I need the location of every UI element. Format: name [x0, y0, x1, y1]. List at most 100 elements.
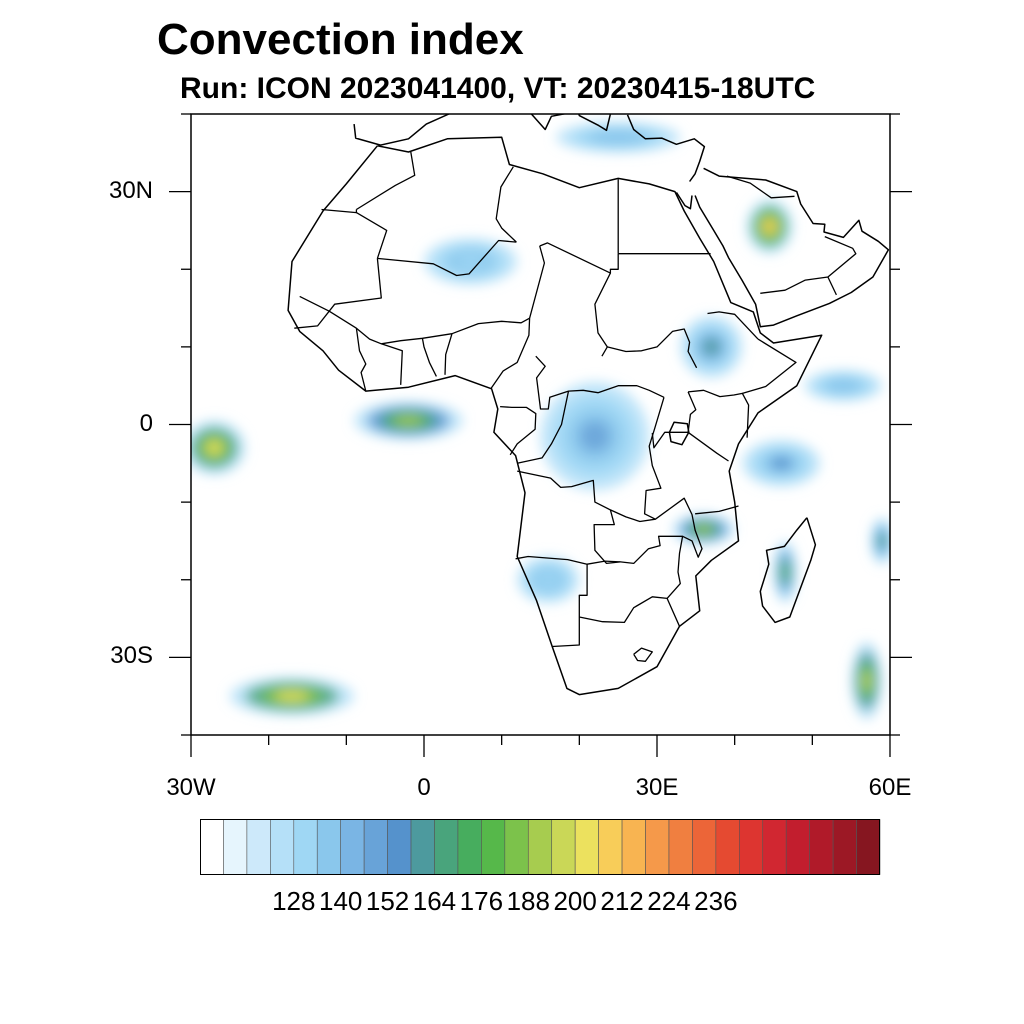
coastline-europe-coast — [353, 114, 613, 146]
chart-title: Convection index — [157, 15, 524, 64]
lat-label: 30N — [108, 176, 153, 204]
border-congo-drc — [517, 390, 570, 464]
colorbar-cell — [739, 819, 764, 875]
coastline-africa-coast — [287, 136, 823, 696]
colorbar-cell — [785, 819, 810, 875]
border-libya-sudan-chad — [539, 242, 619, 274]
colorbar-label: 176 — [459, 886, 504, 916]
border-mauritania-north — [356, 212, 388, 259]
border-mali-algeria — [377, 239, 517, 277]
border-west-africa-1 — [328, 310, 453, 345]
colorbar-cell — [856, 819, 881, 875]
colorbar-label: 164 — [412, 886, 457, 916]
convection-area-mozambique-channel — [870, 517, 890, 565]
coastline-red-sea-sinai — [675, 191, 693, 210]
colorbar-cell — [363, 819, 388, 875]
border-angola-namibia — [515, 555, 621, 565]
colorbar-cell — [551, 819, 576, 875]
convection-area-east-indian-ocean — [742, 440, 821, 487]
colorbar-cell — [293, 819, 318, 875]
convection-area-madagascar — [773, 540, 797, 604]
colorbar-cell — [246, 819, 271, 875]
colorbar-cell — [645, 819, 670, 875]
colorbar-cell — [223, 819, 248, 875]
border-ethiopia-eritrea — [707, 311, 759, 340]
border-sudan-southsudan — [607, 328, 698, 369]
colorbar-cell — [574, 819, 599, 875]
border-kenya-east — [688, 389, 750, 438]
colorbar-cell — [316, 819, 341, 875]
convection-area-east-indian-ocean-south — [851, 641, 883, 720]
colorbar-cell — [692, 819, 717, 875]
coastline-lake-victoria — [668, 421, 690, 446]
border-yemen-oman — [827, 276, 837, 296]
colorbar-cell — [832, 819, 857, 875]
colorbar-label: 188 — [506, 886, 550, 916]
convection-area-gulf-of-guinea — [354, 401, 463, 441]
border-ethiopia-somalia — [742, 338, 797, 395]
border-zimbabwe-zambia-moz — [620, 535, 684, 599]
border-niger-chad — [528, 245, 546, 319]
lat-label: 0 — [139, 409, 153, 437]
border-ghana-togo-benin — [421, 338, 437, 377]
border-iraq-saudi — [726, 175, 795, 199]
border-benin-nigeria — [444, 333, 453, 375]
colorbar-cell — [434, 819, 459, 875]
colorbar-cell — [340, 819, 365, 875]
border-drc-angola — [517, 470, 621, 565]
coastline-layer — [287, 114, 890, 696]
colorbar-cell — [598, 819, 623, 875]
border-west-africa-2 — [355, 328, 367, 392]
convection-area-south-atlantic-front — [229, 676, 355, 716]
border-namibia-botswana-sa — [552, 564, 588, 648]
colorbar-cell — [504, 819, 529, 875]
convection-area-congo-basin — [540, 381, 650, 491]
convection-area-southern-angola — [517, 556, 580, 604]
colorbar-cell — [762, 819, 787, 875]
colorbar-label: 152 — [365, 886, 410, 916]
convection-area-mediterranean — [556, 121, 681, 153]
colorbar-label: 128 — [272, 886, 316, 916]
border-botswana-sa-zim — [579, 596, 681, 627]
colorbar-cell — [715, 819, 740, 875]
convection-area-ethiopia — [680, 315, 743, 378]
colorbar-label: 200 — [553, 886, 597, 916]
colorbar-cell — [809, 819, 834, 875]
border-sa-lesotho — [633, 647, 653, 662]
colorbar-label: 224 — [647, 886, 691, 916]
lat-label: 30S — [110, 642, 153, 670]
coastline-madagascar-coast — [759, 517, 817, 624]
colorbar-cell — [410, 819, 435, 875]
border-layer — [294, 151, 857, 662]
axis-ticks — [169, 113, 912, 757]
border-uganda-kenya — [687, 391, 697, 433]
colorbar-label: 236 — [694, 886, 738, 916]
border-algeria-libya — [495, 166, 517, 243]
colorbar-cell — [270, 819, 295, 875]
colorbar-cell — [668, 819, 693, 875]
colorbar-cell — [527, 819, 553, 875]
colorbar-cell — [457, 819, 482, 875]
lon-label: 0 — [417, 774, 431, 801]
colorbar — [200, 819, 881, 875]
convection-area-west-sahara — [424, 238, 518, 285]
coastline-arabia-coast — [694, 167, 890, 328]
colorbar-cell — [621, 819, 646, 875]
convection-area-central-atlantic — [191, 420, 246, 475]
lon-label: 60E — [868, 774, 912, 801]
border-tanzania-moz — [695, 505, 739, 515]
colorbar-cell — [481, 819, 506, 875]
border-gabon-congo — [500, 405, 537, 456]
border-western-sahara — [321, 208, 358, 214]
border-west-africa-3 — [381, 343, 403, 385]
border-chad-sudan — [594, 272, 611, 357]
colorbar-label: 140 — [318, 886, 363, 916]
convection-field-layer — [191, 121, 890, 720]
convection-area-somalia-coast — [804, 370, 883, 402]
border-nigeria-niger — [451, 317, 530, 335]
convection-area-saudi-arabia — [746, 199, 793, 254]
border-kenya-tanzania — [651, 431, 729, 462]
border-mali-mauritania — [328, 258, 382, 312]
lon-label: 30W — [166, 774, 216, 801]
